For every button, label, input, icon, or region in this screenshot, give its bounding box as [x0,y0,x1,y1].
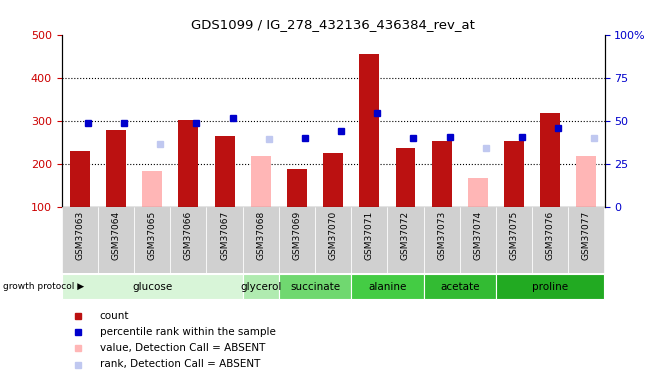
Bar [351,273,424,300]
Bar [577,156,596,207]
Bar [134,207,170,273]
Text: GSM37064: GSM37064 [112,211,120,260]
Text: percentile rank within the sample: percentile rank within the sample [99,327,276,337]
Text: GSM37077: GSM37077 [582,211,591,260]
Bar [214,136,235,207]
Text: rank, Detection Call = ABSENT: rank, Detection Call = ABSENT [99,360,260,369]
Bar [279,273,351,300]
Bar [179,120,198,207]
Text: alanine: alanine [368,282,407,291]
Bar [142,171,162,207]
Bar [106,130,126,207]
Bar [532,207,568,273]
Bar [315,207,351,273]
Text: succinate: succinate [290,282,340,291]
Bar [207,207,242,273]
Bar [351,207,387,273]
Title: GDS1099 / IG_278_432136_436384_rev_at: GDS1099 / IG_278_432136_436384_rev_at [191,18,475,31]
Bar [424,273,496,300]
Text: GSM37072: GSM37072 [401,211,410,260]
Bar [387,207,424,273]
Text: GSM37070: GSM37070 [329,211,337,260]
Bar [359,54,379,207]
Bar [62,273,242,300]
Text: acetate: acetate [440,282,480,291]
Text: GSM37071: GSM37071 [365,211,374,260]
Bar [242,273,279,300]
Bar [432,141,452,207]
Text: GSM37065: GSM37065 [148,211,157,260]
Bar [287,169,307,207]
Bar [279,207,315,273]
Bar [98,207,134,273]
Text: glucose: glucose [132,282,172,291]
Text: GSM37073: GSM37073 [437,211,446,260]
Bar [70,151,90,207]
Bar [62,207,98,273]
Text: GSM37066: GSM37066 [184,211,193,260]
Bar [323,153,343,207]
Bar [424,207,460,273]
Bar [242,207,279,273]
Text: GSM37076: GSM37076 [546,211,554,260]
Bar [460,207,496,273]
Bar [568,207,604,273]
Text: GSM37067: GSM37067 [220,211,229,260]
Text: GSM37075: GSM37075 [510,211,519,260]
Text: GSM37063: GSM37063 [75,211,84,260]
Text: count: count [99,311,129,321]
Bar [170,207,207,273]
Bar [496,207,532,273]
Text: GSM37074: GSM37074 [473,211,482,260]
Text: glycerol: glycerol [240,282,281,291]
Bar [540,112,560,207]
Text: GSM37069: GSM37069 [292,211,302,260]
Bar [504,141,524,207]
Text: GSM37068: GSM37068 [256,211,265,260]
Bar [251,156,270,207]
Bar [396,148,415,207]
Text: proline: proline [532,282,568,291]
Bar [468,178,488,207]
Text: growth protocol ▶: growth protocol ▶ [3,282,84,291]
Bar [496,273,604,300]
Text: value, Detection Call = ABSENT: value, Detection Call = ABSENT [99,343,265,353]
